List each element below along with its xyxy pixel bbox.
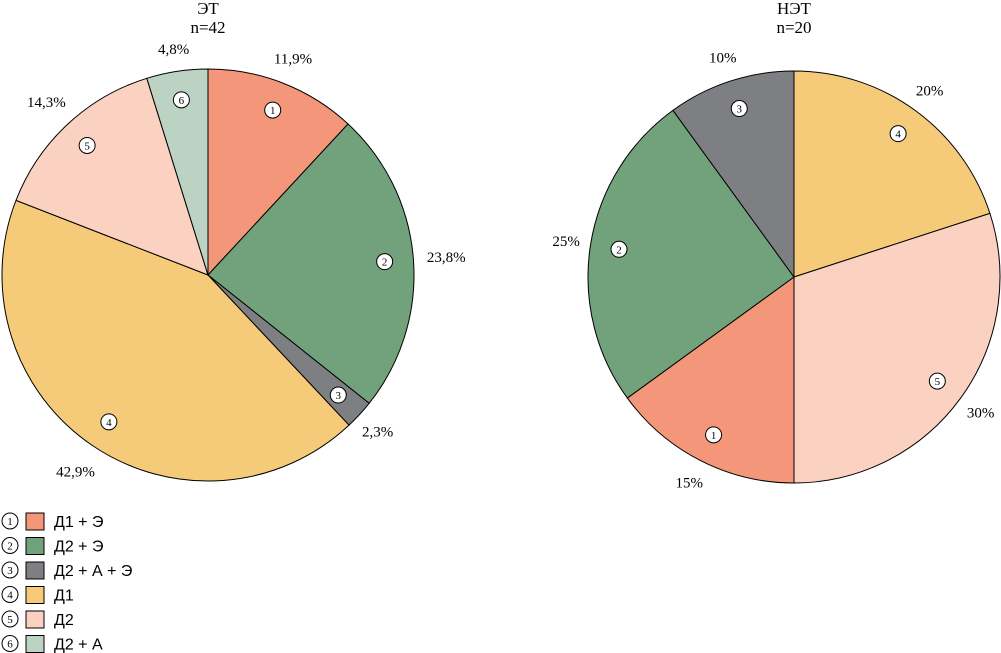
slice-number-badge: 5 — [78, 136, 96, 154]
legend-number: 1 — [7, 516, 13, 528]
svg-text:3: 3 — [737, 104, 743, 116]
slice-number-badge: 4 — [100, 413, 118, 431]
slice-number-badge: 5 — [928, 372, 946, 390]
legend-item-5: 5 Д2 — [1, 610, 74, 629]
slice-percent-label: 20% — [916, 83, 944, 99]
pie-slice-4 — [793, 70, 991, 278]
legend-swatch — [25, 610, 45, 629]
legend-item-6: 6 Д2 + А — [1, 635, 103, 653]
legend-number-badge — [1, 610, 19, 628]
legend-number-badge — [1, 537, 19, 554]
legend-number-badge — [1, 512, 19, 530]
pie-slice-5 — [15, 77, 209, 276]
legend-number-badge — [1, 586, 19, 603]
pie-slice-2 — [587, 109, 795, 399]
legend-item-2: 2 Д2 + Э — [1, 537, 103, 556]
svg-text:2: 2 — [616, 244, 622, 256]
svg-text:5: 5 — [84, 140, 90, 152]
legend-number: 3 — [7, 565, 13, 577]
legend-label: Д2 + Э — [54, 539, 103, 556]
chart-title: НЭТ — [777, 0, 811, 18]
legend-number: 6 — [7, 639, 13, 651]
slice-percent-label: 10% — [709, 51, 737, 67]
legend-label: Д1 — [54, 588, 74, 605]
pie-slice-1 — [207, 68, 349, 277]
svg-text:4: 4 — [895, 129, 901, 141]
slice-percent-label: 25% — [552, 234, 580, 250]
pie-slice-4 — [1, 199, 350, 482]
slice-percent-label: 42,9% — [56, 464, 95, 480]
svg-text:1: 1 — [711, 430, 717, 442]
pie-slice-1 — [626, 276, 795, 484]
slice-number-badge: 1 — [705, 426, 723, 444]
legend-swatch — [25, 635, 45, 653]
slice-percent-label: 4,8% — [158, 42, 189, 58]
chart-subtitle: n=42 — [190, 18, 225, 37]
slice-number-badge: 1 — [264, 101, 282, 119]
legend-swatch — [25, 586, 45, 604]
legend-number: 4 — [7, 590, 13, 602]
slice-number-badge: 2 — [376, 253, 394, 271]
legend-number-badge — [1, 561, 19, 579]
legend-number-badge — [1, 635, 19, 652]
legend-item-4: 4 Д1 — [1, 586, 74, 605]
slice-percent-label: 30% — [967, 406, 995, 422]
legend-item-3: 3 Д2 + А + Э — [1, 561, 132, 580]
slice-number-badge: 3 — [329, 386, 347, 404]
svg-text:5: 5 — [935, 376, 941, 388]
legend-swatch — [25, 561, 45, 580]
pie-slice-5 — [793, 212, 1001, 484]
pie-slice-2 — [207, 123, 415, 404]
svg-text:1: 1 — [270, 105, 276, 117]
legend: 1 Д1 + Э 2 Д2 + Э 3 Д2 + А + Э 4 Д1 5 Д2 6 Д2 + А — [1, 512, 132, 653]
slice-number-badge: 2 — [610, 240, 628, 258]
legend-label: Д2 — [54, 612, 74, 629]
legend-label: Д1 + Э — [54, 514, 103, 531]
slice-percent-label: 14,3% — [27, 95, 66, 111]
svg-text:4: 4 — [106, 417, 112, 429]
slice-number-badge: 6 — [172, 91, 190, 109]
slice-percent-label: 11,9% — [274, 51, 312, 67]
legend-label: Д2 + А + Э — [54, 563, 132, 580]
slice-number-badge: 3 — [730, 100, 748, 118]
pie-slice-3 — [672, 70, 795, 279]
chart-title: ЭТ — [197, 0, 219, 18]
pie-chart-1: ЭТn=42 1 11,9% 2 23,8% 3 2,3% 4 42,9% 5 14,3% 6 4,8% — [1, 0, 466, 482]
slice-percent-label: 23,8% — [427, 250, 466, 266]
slice-number-badge: 4 — [889, 125, 907, 143]
slice-percent-label: 2,3% — [362, 424, 393, 440]
chart-subtitle: n=20 — [776, 18, 811, 37]
legend-number: 2 — [7, 541, 13, 553]
legend-number: 5 — [7, 614, 13, 626]
pie-slice-6 — [146, 68, 209, 276]
legend-swatch — [25, 512, 45, 531]
svg-text:2: 2 — [382, 257, 388, 269]
legend-item-1: 1 Д1 + Э — [1, 512, 103, 531]
legend-label: Д2 + А — [54, 637, 103, 653]
svg-text:6: 6 — [179, 95, 185, 107]
svg-text:3: 3 — [336, 390, 342, 402]
legend-swatch — [25, 537, 45, 555]
slice-percent-label: 15% — [676, 476, 704, 492]
